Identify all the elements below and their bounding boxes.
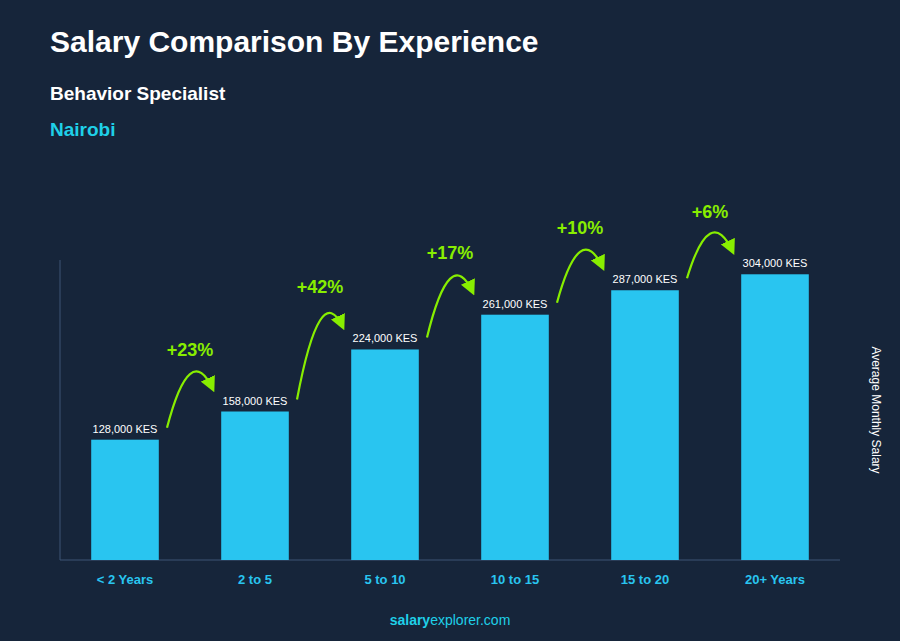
bar (481, 315, 549, 560)
data-label: 287,000 KES (613, 273, 678, 285)
annotation: +10% (557, 218, 604, 238)
change-arrow (167, 371, 213, 427)
footer-part: salary (390, 612, 431, 628)
data-label: 261,000 KES (483, 298, 548, 310)
chart-container: Salary Comparison By Experience Behavior … (0, 0, 900, 641)
change-arrow (297, 313, 343, 400)
title: Salary Comparison By Experience (50, 25, 539, 58)
bar (741, 274, 809, 560)
x-tick-label: 10 to 15 (491, 572, 539, 587)
change-arrow (557, 250, 603, 303)
x-tick-label: 2 to 5 (238, 572, 272, 587)
change-arrow (427, 275, 473, 337)
annotation: +6% (692, 202, 729, 222)
y-axis-label: Average Monthly Salary (869, 346, 883, 473)
bars (91, 274, 809, 560)
subtitle: Behavior Specialist (50, 83, 226, 104)
footer-part: explorer.com (430, 612, 510, 628)
city: Nairobi (50, 119, 115, 140)
data-label: 304,000 KES (743, 257, 808, 269)
bar (221, 412, 289, 560)
background (0, 0, 900, 641)
x-tick-label: 20+ Years (745, 572, 805, 587)
y-axis-line (60, 260, 61, 560)
footer: salaryexplorer.com (390, 612, 511, 628)
change-arrow (687, 232, 733, 278)
annotation: +23% (167, 340, 214, 360)
x-tick-label: 5 to 10 (364, 572, 405, 587)
annotation: +17% (427, 243, 474, 263)
x-tick-label: 15 to 20 (621, 572, 669, 587)
bar (91, 440, 159, 560)
x-axis-line (60, 560, 840, 561)
bar (351, 349, 419, 560)
x-tick-label: < 2 Years (97, 572, 154, 587)
annotation: +42% (297, 277, 344, 297)
chart-svg: Salary Comparison By Experience Behavior … (0, 0, 900, 641)
data-label: 224,000 KES (353, 332, 418, 344)
bar (611, 290, 679, 560)
data-label: 128,000 KES (93, 423, 158, 435)
data-label: 158,000 KES (223, 395, 288, 407)
